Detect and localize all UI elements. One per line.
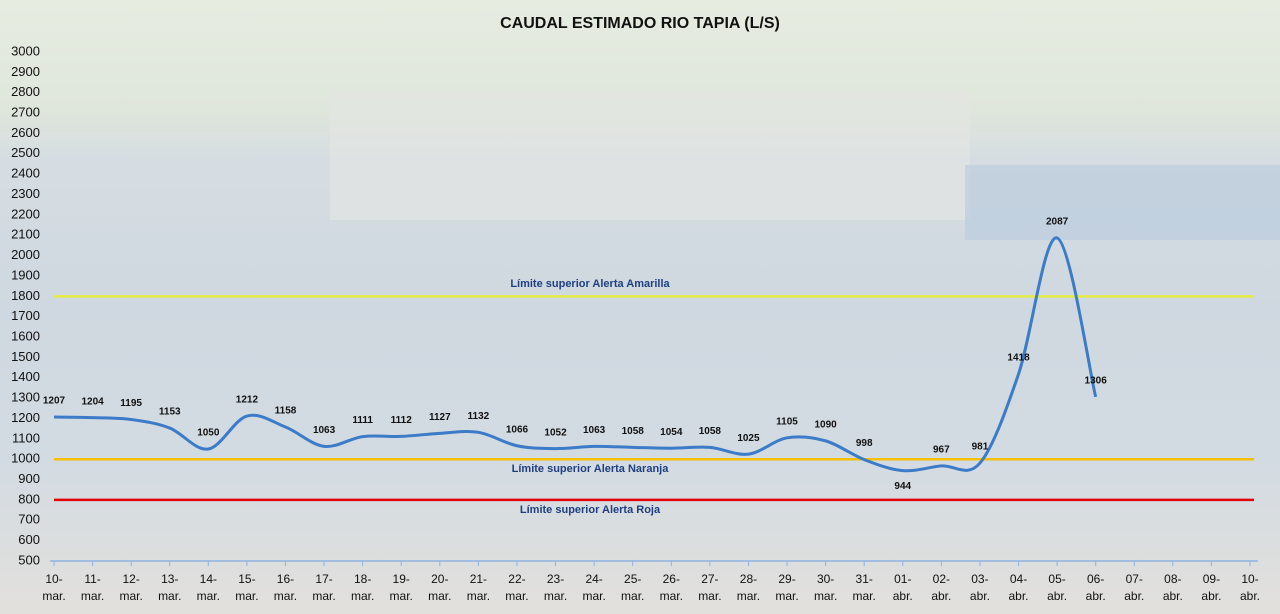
- y-tick-label: 1400: [11, 369, 40, 384]
- x-tick-label: 18-mar.: [350, 572, 375, 603]
- y-tick-label: 900: [18, 471, 40, 486]
- data-label: 1212: [236, 395, 259, 406]
- background-weir: [330, 92, 970, 220]
- y-tick-label: 2100: [11, 227, 40, 242]
- x-tick-label: 06-abr.: [1085, 572, 1106, 603]
- x-tick-label: 22-mar.: [505, 572, 529, 603]
- x-tick-label: 21-mar.: [466, 572, 491, 603]
- x-tick-label: 02-abr.: [931, 572, 952, 603]
- data-label: 1207: [43, 396, 66, 407]
- x-tick-label: 28-mar.: [736, 572, 761, 603]
- x-tick-label: 26-mar.: [659, 572, 683, 603]
- x-tick-label: 29-mar.: [775, 572, 799, 603]
- x-tick-label: 24-mar.: [582, 572, 606, 603]
- y-tick-label: 2200: [11, 206, 40, 221]
- data-label: 981: [972, 442, 989, 453]
- x-tick-label: 04-abr.: [1008, 572, 1029, 603]
- data-label: 1052: [544, 427, 567, 438]
- y-tick-label: 600: [18, 532, 40, 547]
- y-tick-label: 1000: [11, 451, 40, 466]
- y-tick-label: 1300: [11, 390, 40, 405]
- data-label: 1127: [429, 412, 451, 423]
- x-tick-label: 15-mar.: [235, 572, 259, 603]
- data-label: 1195: [120, 398, 142, 409]
- data-label: 1050: [197, 428, 220, 439]
- series-line: [53, 236, 1098, 473]
- data-label: 1066: [506, 424, 529, 435]
- y-tick-label: 2300: [11, 186, 40, 201]
- y-tick-label: 2700: [11, 105, 40, 120]
- background-gate: [965, 165, 1280, 240]
- data-label: 998: [856, 438, 873, 449]
- data-label: 1306: [1085, 376, 1108, 387]
- data-label: 1204: [81, 396, 104, 407]
- reference-label: Límite superior Alerta Naranja: [512, 463, 670, 475]
- x-tick-label: 16-mar.: [273, 572, 298, 603]
- reference-label: Límite superior Alerta Amarilla: [510, 278, 670, 290]
- data-label: 944: [894, 481, 911, 492]
- data-label: 1111: [352, 415, 373, 426]
- data-label: 1105: [776, 416, 798, 427]
- x-tick-label: 17-mar.: [312, 572, 336, 603]
- x-tick-label: 03-abr.: [969, 572, 990, 603]
- x-tick-label: 27-mar.: [698, 572, 722, 603]
- y-tick-label: 2900: [11, 64, 40, 79]
- y-tick-label: 1500: [11, 349, 40, 364]
- y-tick-label: 2600: [11, 125, 40, 140]
- data-label: 1025: [737, 433, 760, 444]
- x-tick-label: 08-abr.: [1162, 572, 1183, 603]
- y-tick-label: 1600: [11, 328, 40, 343]
- data-label: 1132: [468, 411, 490, 422]
- data-label: 1058: [699, 426, 722, 437]
- data-label: 1063: [583, 425, 606, 436]
- x-tick-label: 25-mar.: [621, 572, 645, 603]
- y-tick-label: 1700: [11, 308, 40, 323]
- y-tick-label: 1200: [11, 410, 40, 425]
- x-tick-label: 30-mar.: [813, 572, 838, 603]
- data-label: 1112: [391, 415, 413, 426]
- y-tick-label: 1100: [12, 430, 40, 445]
- x-tick-label: 19-mar.: [389, 572, 413, 603]
- x-tick-label: 14-mar.: [196, 572, 220, 603]
- data-label: 967: [933, 445, 950, 456]
- x-tick-label: 01-abr.: [892, 572, 913, 603]
- data-label: 1090: [814, 420, 837, 431]
- x-tick-label: 31-mar.: [852, 572, 876, 603]
- y-tick-label: 2400: [11, 166, 40, 181]
- x-tick-label: 20-mar.: [428, 572, 452, 603]
- y-tick-label: 800: [18, 491, 40, 506]
- y-tick-label: 3000: [11, 43, 40, 58]
- x-tick-label: 05-abr.: [1047, 572, 1068, 603]
- x-tick-label: 09-abr.: [1201, 572, 1222, 603]
- y-tick-label: 700: [18, 512, 40, 527]
- y-tick-label: 2800: [11, 84, 40, 99]
- data-label: 2087: [1046, 217, 1069, 228]
- data-label: 1418: [1007, 353, 1030, 364]
- data-label: 1058: [622, 426, 645, 437]
- y-tick-label: 1800: [11, 288, 40, 303]
- y-tick-label: 1900: [11, 267, 40, 282]
- data-label: 1063: [313, 425, 336, 436]
- y-tick-label: 500: [18, 552, 40, 567]
- x-tick-label: 12-mar.: [119, 572, 143, 603]
- chart-title: CAUDAL ESTIMADO RIO TAPIA (L/S): [500, 15, 780, 32]
- x-tick-label: 10-abr.: [1239, 572, 1260, 603]
- data-label: 1054: [660, 427, 683, 438]
- y-tick-label: 2000: [11, 247, 40, 262]
- data-label: 1158: [275, 406, 297, 417]
- x-tick-label: 13-mar.: [158, 572, 182, 603]
- reference-label: Límite superior Alerta Roja: [520, 504, 661, 516]
- x-tick-label: 07-abr.: [1124, 572, 1145, 603]
- data-label: 1153: [159, 407, 181, 418]
- x-tick-label: 11-mar.: [80, 572, 105, 603]
- y-tick-label: 2500: [11, 145, 40, 160]
- x-tick-label: 23-mar.: [543, 572, 568, 603]
- x-tick-label: 10-mar.: [42, 572, 66, 603]
